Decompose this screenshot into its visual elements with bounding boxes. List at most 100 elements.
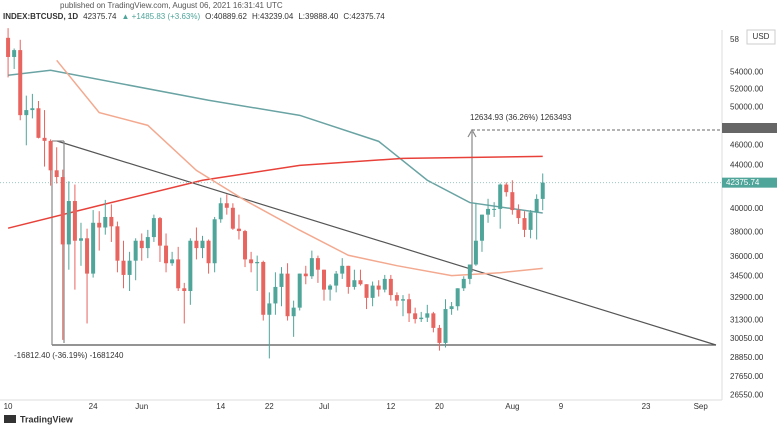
candle-body — [36, 108, 41, 138]
arrow-head — [467, 128, 477, 138]
candle-body — [400, 299, 405, 301]
candle-body — [273, 286, 278, 304]
trend-line — [56, 140, 717, 346]
y-tick-label: 58 — [730, 35, 739, 44]
candle-body — [145, 237, 150, 249]
candle-body — [72, 201, 77, 241]
price-tag — [722, 123, 777, 133]
candle-body — [127, 260, 132, 275]
candle-body — [297, 273, 302, 308]
x-tick-label: 10 — [4, 402, 13, 411]
candle-body — [97, 222, 102, 228]
y-tick-label: 44000.00 — [730, 161, 764, 170]
candle-body — [48, 140, 53, 171]
x-tick-label: 23 — [642, 402, 651, 411]
candle-body — [224, 203, 229, 208]
candle-body — [516, 210, 521, 219]
candle-body — [504, 184, 509, 193]
candle-body — [461, 278, 466, 289]
candle-body — [279, 273, 284, 287]
candle-body — [540, 182, 545, 199]
candle-body — [382, 278, 387, 290]
last-price-tag — [722, 177, 777, 188]
candle-body — [261, 261, 266, 315]
candle-body — [194, 240, 199, 249]
y-tick-label: 27650.00 — [730, 372, 764, 381]
legend-header: INDEX:BTCUSD, 1D 42375.74 ▲ +1485.83 (+3.6… — [3, 12, 390, 21]
candle-body — [170, 259, 175, 264]
candle-body — [133, 240, 138, 261]
currency: USD — [753, 32, 770, 41]
ohlc: O:40889.62 — [205, 12, 247, 21]
candle-body — [522, 218, 527, 230]
candle-body — [364, 284, 369, 298]
candle-body — [510, 192, 515, 211]
candle-body — [309, 258, 314, 277]
candle-body — [249, 259, 254, 264]
candle-body — [103, 216, 108, 228]
y-tick-label: 50000.00 — [730, 102, 764, 111]
y-tick-label: 32900.00 — [730, 293, 764, 302]
candle-body — [315, 258, 320, 270]
logo-icon — [4, 415, 16, 423]
candle-body — [54, 170, 59, 178]
candle-body — [230, 207, 235, 229]
candle-body — [291, 307, 296, 317]
x-tick-label: Jul — [319, 402, 329, 411]
change: ▲ +1485.83 (+3.63%) — [121, 12, 201, 21]
candle-body — [157, 218, 162, 246]
x-tick-label: Jun — [135, 402, 148, 411]
candle-body — [218, 203, 223, 220]
logo: TradingView — [20, 414, 74, 424]
candle-body — [358, 280, 363, 285]
candle-body — [66, 201, 71, 245]
annotation: -16812.40 (-36.19%) -1681240 — [14, 351, 124, 360]
ohlc: C:42375.74 — [343, 12, 385, 21]
candle-body — [30, 108, 35, 111]
candle-body — [42, 137, 47, 141]
y-tick-label: 34500.00 — [730, 271, 764, 280]
y-tick-label: 28850.00 — [730, 353, 764, 362]
candle-body — [352, 280, 357, 287]
candle-body — [473, 240, 478, 265]
y-tick-label: 31300.00 — [730, 316, 764, 325]
y-tick-label: 46000.00 — [730, 140, 764, 149]
candle-body — [486, 208, 491, 215]
x-tick-label: 20 — [435, 402, 444, 411]
x-tick-label: 24 — [89, 402, 98, 411]
candle-body — [109, 216, 114, 227]
candle-body — [498, 184, 503, 209]
y-tick-label: 38000.00 — [730, 227, 764, 236]
last-price: 42375.74 — [83, 12, 117, 21]
y-tick-label: 40000.00 — [730, 204, 764, 213]
candle-body — [200, 240, 205, 249]
candle-body — [255, 261, 260, 264]
x-tick-label: 14 — [216, 402, 225, 411]
candle-body — [437, 327, 442, 343]
ohlc: L:39888.40 — [298, 12, 339, 21]
candle-body — [528, 212, 533, 230]
candle-body — [121, 260, 126, 275]
candle-body — [182, 288, 187, 291]
candle-body — [413, 313, 418, 320]
candle-body — [285, 273, 290, 317]
candle-body — [164, 245, 169, 264]
candle-body — [24, 110, 29, 116]
moving-average — [56, 59, 543, 277]
candle-body — [91, 222, 96, 274]
candle-body — [206, 240, 211, 264]
candle-body — [18, 50, 23, 116]
candle-body — [328, 285, 333, 290]
candle-body — [431, 313, 436, 328]
candle-body — [340, 265, 345, 274]
candle-body — [188, 240, 193, 291]
candle-body — [376, 285, 381, 290]
y-tick-label: 54000.00 — [730, 67, 764, 76]
ohlc: H:43239.04 — [251, 12, 294, 21]
x-tick-label: 22 — [265, 402, 274, 411]
candle-body — [419, 317, 424, 320]
candle-body — [236, 228, 241, 232]
annotation: 12634.93 (36.26%) 1263493 — [470, 113, 572, 122]
candle-body — [6, 37, 11, 57]
candle-body — [370, 285, 375, 298]
